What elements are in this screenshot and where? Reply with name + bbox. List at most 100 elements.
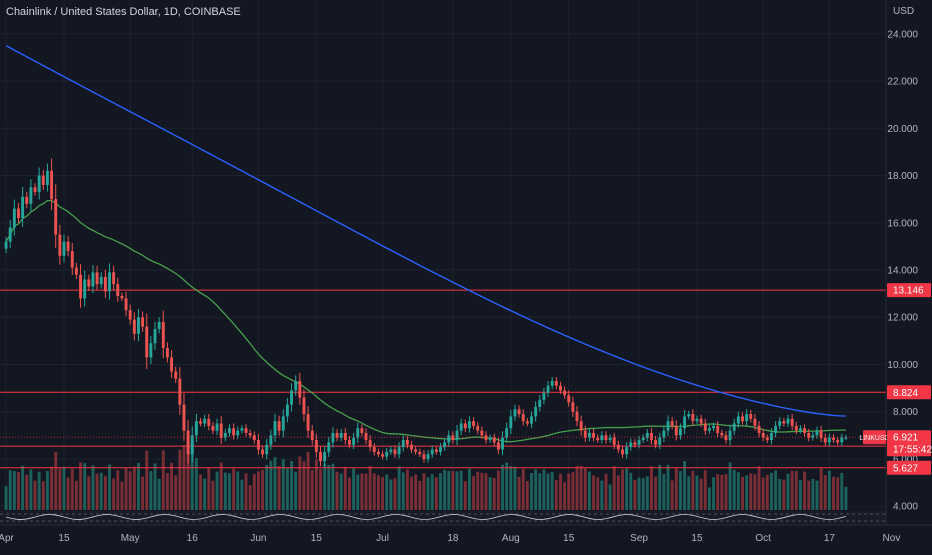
price-tag — [887, 283, 931, 298]
candle-body — [459, 423, 463, 431]
candle-body — [165, 347, 169, 358]
volume-bar — [290, 461, 293, 510]
volume-bar — [501, 464, 504, 510]
volume-bar — [393, 478, 397, 510]
candle-body — [687, 414, 691, 417]
candle-body — [29, 187, 33, 204]
candle-body — [455, 430, 459, 441]
volume-bar — [625, 468, 629, 510]
volume-bar — [583, 468, 587, 510]
volume-bar — [455, 471, 459, 510]
volume-bar — [645, 476, 649, 510]
candle-body — [579, 421, 583, 431]
candle-body — [319, 451, 322, 462]
candle-body — [33, 187, 37, 193]
candle-body — [306, 414, 310, 431]
volume-bar — [484, 473, 488, 510]
candle-body — [410, 444, 413, 450]
volume-bar — [252, 474, 256, 510]
candle-body — [360, 428, 364, 433]
volume-bar — [629, 472, 633, 510]
volume-bar — [385, 474, 389, 510]
candle-body — [153, 329, 157, 344]
volume-bar — [232, 468, 236, 510]
volume-bar — [265, 465, 269, 510]
volume-bar — [87, 476, 91, 510]
candle-body — [749, 414, 753, 419]
volume-bar — [319, 469, 322, 510]
volume-bar — [658, 464, 662, 510]
volume-bar — [621, 469, 624, 510]
candle-body — [79, 274, 82, 299]
candle-body — [587, 432, 591, 438]
candle-body — [645, 432, 649, 438]
price-tick-label: 18.000 — [887, 171, 918, 182]
volume-bar — [294, 471, 298, 510]
volume-bar — [70, 468, 74, 510]
candle-body — [616, 444, 620, 450]
volume-bar — [29, 469, 33, 510]
volume-bar — [190, 441, 194, 510]
volume-bar — [149, 471, 153, 510]
candle-body — [554, 381, 558, 386]
candle-body — [430, 449, 434, 455]
axis-panel — [886, 0, 932, 550]
candle-body — [62, 241, 66, 256]
volume-bar — [261, 469, 265, 510]
candle-body — [600, 435, 604, 441]
volume-bar — [174, 475, 178, 510]
candle-body — [492, 437, 496, 443]
volume-bar — [604, 473, 608, 510]
candle-body — [50, 170, 54, 200]
candle-body — [761, 432, 765, 438]
volume-bar — [770, 472, 773, 510]
candle-body — [290, 390, 293, 405]
volume-bar — [579, 465, 583, 510]
volume-bar — [550, 471, 554, 510]
volume-bar — [228, 473, 231, 510]
volume-bar — [285, 467, 289, 510]
candle-body — [4, 241, 8, 249]
candle-body — [815, 430, 819, 436]
price-tick-label: 8.000 — [893, 407, 918, 418]
time-tick-label: 15 — [563, 533, 575, 544]
volume-bar — [211, 480, 215, 510]
price-tick-label: 4.000 — [893, 502, 918, 513]
volume-bar — [95, 473, 99, 510]
candle-body — [786, 418, 790, 424]
candle-body — [745, 414, 749, 422]
volume-bar — [281, 459, 285, 510]
candle-body — [70, 251, 74, 268]
price-tick-label: 6.000 — [893, 454, 918, 465]
volume-bar — [678, 471, 682, 510]
time-tick-label: Oct — [755, 533, 771, 544]
candle-body — [343, 432, 347, 441]
candle-body — [339, 432, 343, 438]
volume-bar — [62, 466, 66, 510]
candle-body — [720, 432, 724, 436]
volume-bar — [844, 486, 848, 510]
volume-bar — [219, 462, 223, 510]
time-tick-label: May — [121, 533, 140, 544]
volume-bar — [538, 473, 542, 510]
candle-body — [91, 272, 95, 287]
volume-bar — [654, 476, 658, 510]
volume-bar — [66, 477, 70, 510]
volume-bar — [348, 477, 351, 510]
current-price-tag — [887, 430, 931, 457]
volume-bar — [302, 461, 306, 510]
candle-body — [364, 432, 368, 441]
candle-body — [418, 451, 422, 455]
candle-body — [108, 272, 111, 292]
volume-bar — [571, 472, 575, 510]
candle-body — [654, 440, 658, 445]
volume-bar — [517, 476, 521, 510]
volume-bar — [670, 480, 674, 510]
candle-body — [405, 440, 409, 445]
candle-body — [103, 277, 107, 292]
volume-bar — [434, 477, 438, 510]
candle-body — [550, 381, 554, 386]
candle-body — [683, 416, 687, 429]
